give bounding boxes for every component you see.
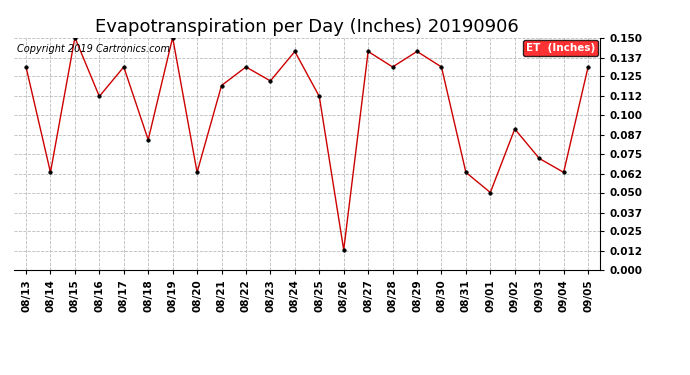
Title: Evapotranspiration per Day (Inches) 20190906: Evapotranspiration per Day (Inches) 2019… [95,18,519,36]
Text: Copyright 2019 Cartronics.com: Copyright 2019 Cartronics.com [17,45,170,54]
Legend: ET  (Inches): ET (Inches) [523,40,598,56]
